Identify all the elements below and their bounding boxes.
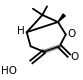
Polygon shape bbox=[58, 14, 65, 22]
Text: H: H bbox=[17, 26, 25, 36]
Text: HO: HO bbox=[1, 66, 17, 76]
Text: O: O bbox=[68, 29, 76, 39]
Text: O: O bbox=[70, 52, 79, 62]
